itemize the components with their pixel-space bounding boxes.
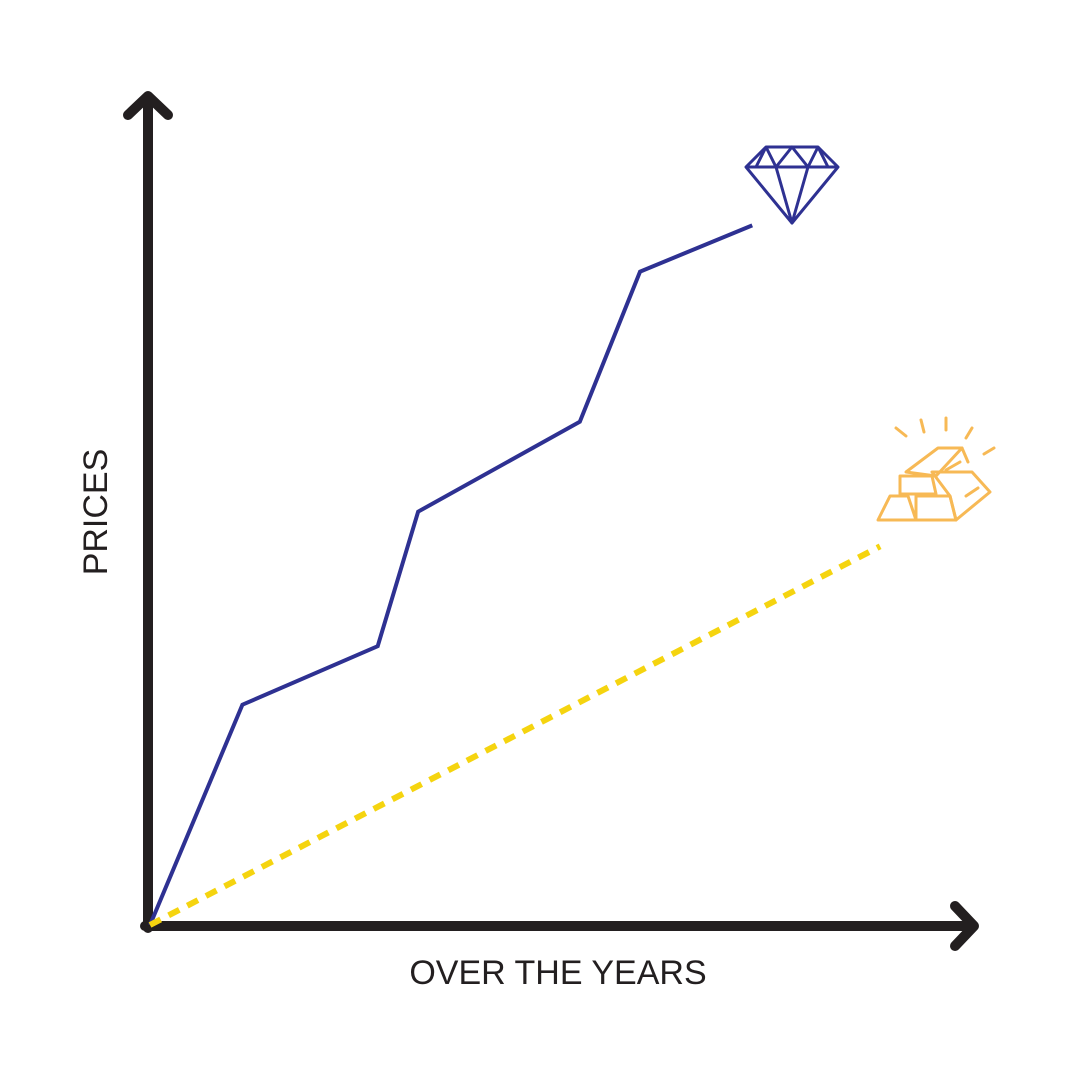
series-line bbox=[148, 223, 754, 926]
gold-icon bbox=[876, 416, 996, 522]
x-axis-arrow bbox=[950, 901, 979, 951]
diamond-icon bbox=[744, 145, 840, 225]
y-axis-arrow bbox=[123, 91, 173, 120]
axes bbox=[123, 91, 979, 951]
y-axis-label: PRICES bbox=[77, 449, 115, 576]
x-axis-label: OVER THE YEARS bbox=[409, 954, 706, 992]
series-line bbox=[148, 543, 882, 928]
